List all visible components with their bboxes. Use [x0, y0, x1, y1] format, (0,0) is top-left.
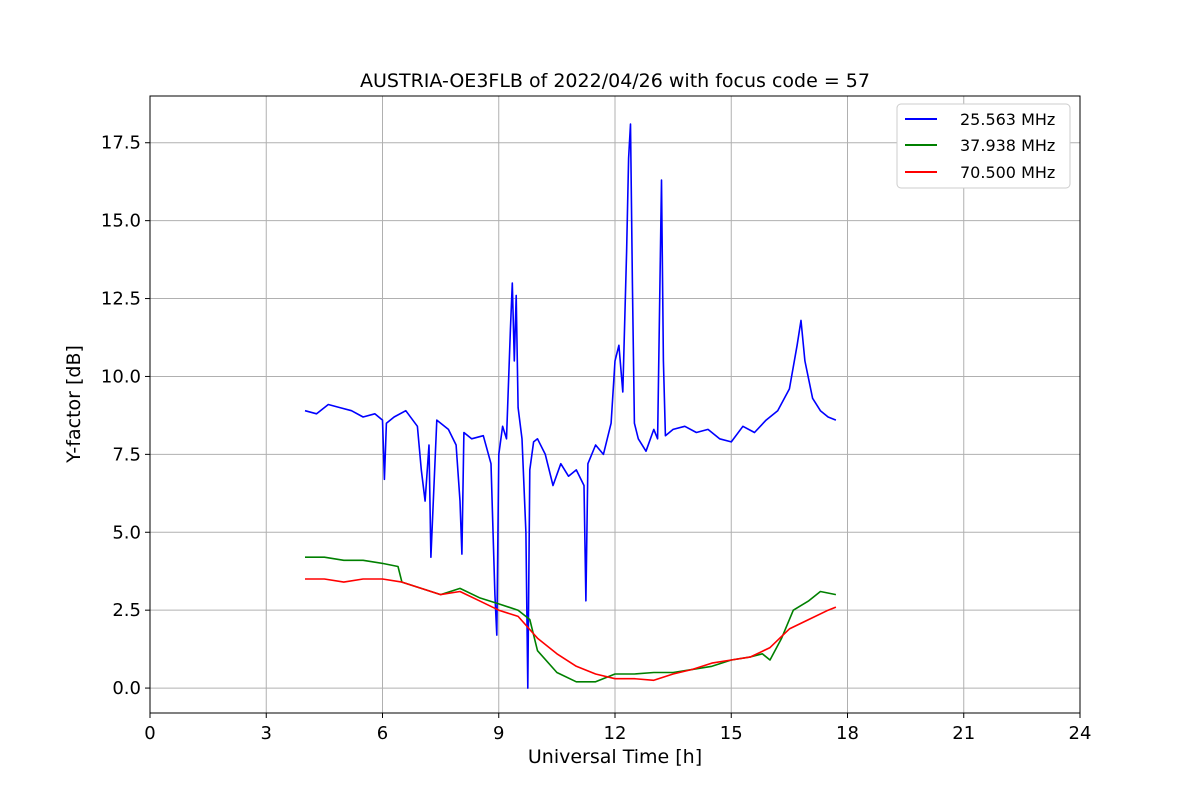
y-tick-label: 5.0 [112, 522, 141, 543]
series-line-25mhz [304, 123, 837, 689]
chart-title: AUSTRIA-OE3FLB of 2022/04/26 with focus … [360, 70, 870, 92]
y-tick-label: 2.5 [112, 600, 141, 621]
y-axis-title: Y-factor [dB] [63, 345, 85, 464]
x-tick-label: 6 [377, 723, 388, 744]
x-tick-label: 15 [720, 723, 743, 744]
legend: 25.563 MHz 37.938 MHz 70.500 MHz [896, 103, 1071, 189]
series-line-70mhz [305, 578, 837, 682]
x-tick-label: 21 [952, 723, 975, 744]
x-tick-label: 9 [493, 723, 504, 744]
series-layer [304, 123, 837, 689]
x-tick-label: 0 [144, 723, 155, 744]
y-tick-label: 7.5 [112, 444, 141, 465]
y-axis: 0.0 2.5 5.0 7.5 10.0 12.5 15.0 17.5 [101, 133, 150, 699]
x-axis-title: Universal Time [h] [528, 746, 702, 768]
y-tick-label: 12.5 [101, 289, 141, 310]
y-tick-label: 0.0 [112, 678, 141, 699]
legend-label-37mhz: 37.938 MHz [960, 136, 1055, 155]
x-axis: 0 3 6 9 12 15 18 21 24 [144, 713, 1091, 744]
legend-label-70mhz: 70.500 MHz [960, 163, 1055, 182]
x-tick-label: 18 [836, 723, 859, 744]
y-tick-label: 17.5 [101, 133, 141, 154]
x-tick-label: 3 [261, 723, 272, 744]
x-tick-label: 24 [1069, 723, 1092, 744]
y-tick-label: 10.0 [101, 366, 141, 387]
legend-label-25mhz: 25.563 MHz [960, 110, 1055, 129]
y-tick-label: 15.0 [101, 211, 141, 232]
x-tick-label: 12 [604, 723, 627, 744]
legend-box [896, 103, 1071, 189]
series-line-37mhz [305, 556, 837, 683]
